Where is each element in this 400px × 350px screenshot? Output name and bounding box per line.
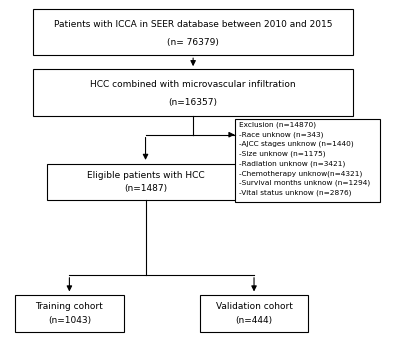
Text: -AJCC stages unknow (n=1440): -AJCC stages unknow (n=1440) [239,141,354,147]
Text: HCC combined with microvascular infiltration: HCC combined with microvascular infiltra… [90,80,296,89]
FancyBboxPatch shape [200,295,308,331]
Text: Eligible patients with HCC
(n=1487): Eligible patients with HCC (n=1487) [87,171,204,193]
FancyBboxPatch shape [15,295,124,331]
Text: -Race unknow (n=343): -Race unknow (n=343) [239,131,324,138]
Text: Exclusion (n=14870): Exclusion (n=14870) [239,121,316,128]
Text: (n= 76379): (n= 76379) [167,38,219,47]
FancyBboxPatch shape [235,119,380,202]
Text: -Survival months unknow (n=1294): -Survival months unknow (n=1294) [239,180,370,186]
Text: -Chemotherapy unknow(n=4321): -Chemotherapy unknow(n=4321) [239,170,362,176]
Text: -Vital status unknow (n=2876): -Vital status unknow (n=2876) [239,189,352,196]
Text: Training cohort
(n=1043): Training cohort (n=1043) [36,302,103,324]
Text: -Size unknow (n=1175): -Size unknow (n=1175) [239,150,326,157]
Text: -Radiation unknow (n=3421): -Radiation unknow (n=3421) [239,160,346,167]
FancyBboxPatch shape [46,164,244,200]
Text: (n=16357): (n=16357) [169,98,218,107]
Text: Validation cohort
(n=444): Validation cohort (n=444) [216,302,292,324]
Text: Patients with ICCA in SEER database between 2010 and 2015: Patients with ICCA in SEER database betw… [54,20,332,29]
FancyBboxPatch shape [33,69,353,116]
FancyBboxPatch shape [33,9,353,55]
